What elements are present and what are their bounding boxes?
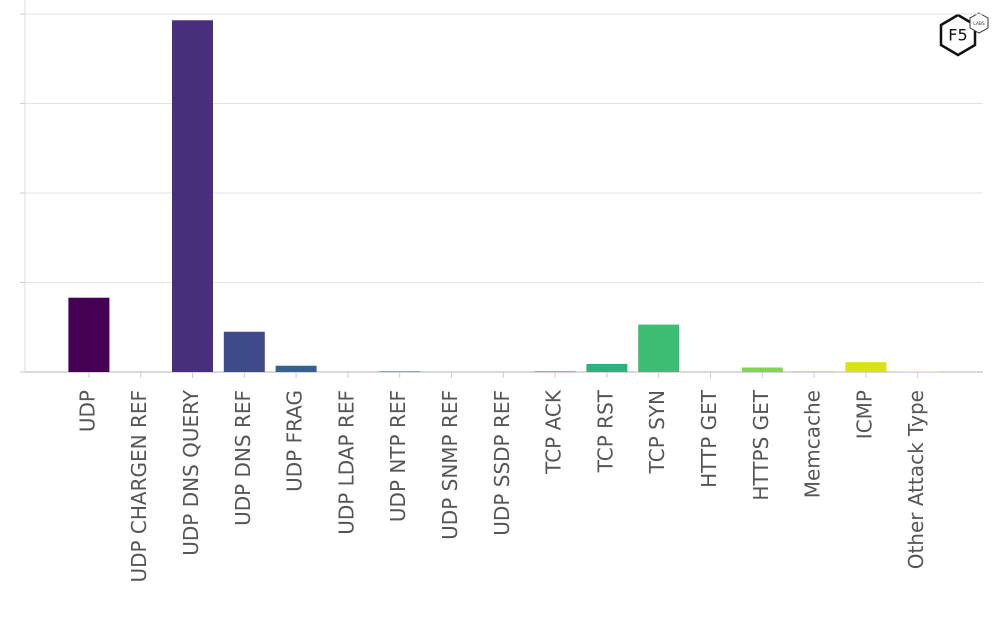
x-tick-label: UDP (75, 390, 99, 432)
x-tick-label: UDP LDAP REF (334, 390, 358, 535)
x-tick-label: ICMP (852, 390, 876, 439)
x-tick-label: TCP SYN (645, 390, 669, 474)
x-tick-label: UDP SNMP REF (438, 390, 462, 540)
x-tick-label: HTTP GET (697, 389, 721, 488)
bar (741, 367, 783, 372)
logo-small-hex (969, 12, 989, 34)
x-tick-label: TCP RST (593, 389, 617, 473)
bar (638, 324, 680, 372)
bar (68, 297, 110, 372)
x-tick-label: TCP ACK (542, 389, 566, 475)
x-tick-label: UDP SSDP REF (490, 390, 514, 536)
bar (223, 331, 265, 372)
bar (586, 363, 628, 372)
x-tick-label: UDP DNS QUERY (179, 389, 203, 556)
bar (793, 371, 835, 372)
x-tick-label: UDP NTP REF (386, 390, 410, 522)
bar (897, 371, 939, 372)
bar (172, 20, 213, 372)
x-tick-label: Memcache (801, 390, 825, 498)
x-tick-label: HTTPS GET (749, 389, 773, 500)
x-tick-label: Other Attack Type (904, 390, 928, 569)
bar (534, 371, 576, 372)
logo-text: F5 (948, 26, 967, 45)
x-tick-label: UDP FRAG (283, 390, 307, 492)
bar (275, 365, 317, 372)
x-tick-label: UDP CHARGEN REF (127, 390, 151, 583)
x-tick-label: UDP DNS REF (231, 390, 255, 526)
logo: F5 LABS (939, 12, 989, 57)
bar (379, 371, 421, 372)
logo-sub: LABS (973, 21, 985, 27)
bar (845, 362, 887, 372)
